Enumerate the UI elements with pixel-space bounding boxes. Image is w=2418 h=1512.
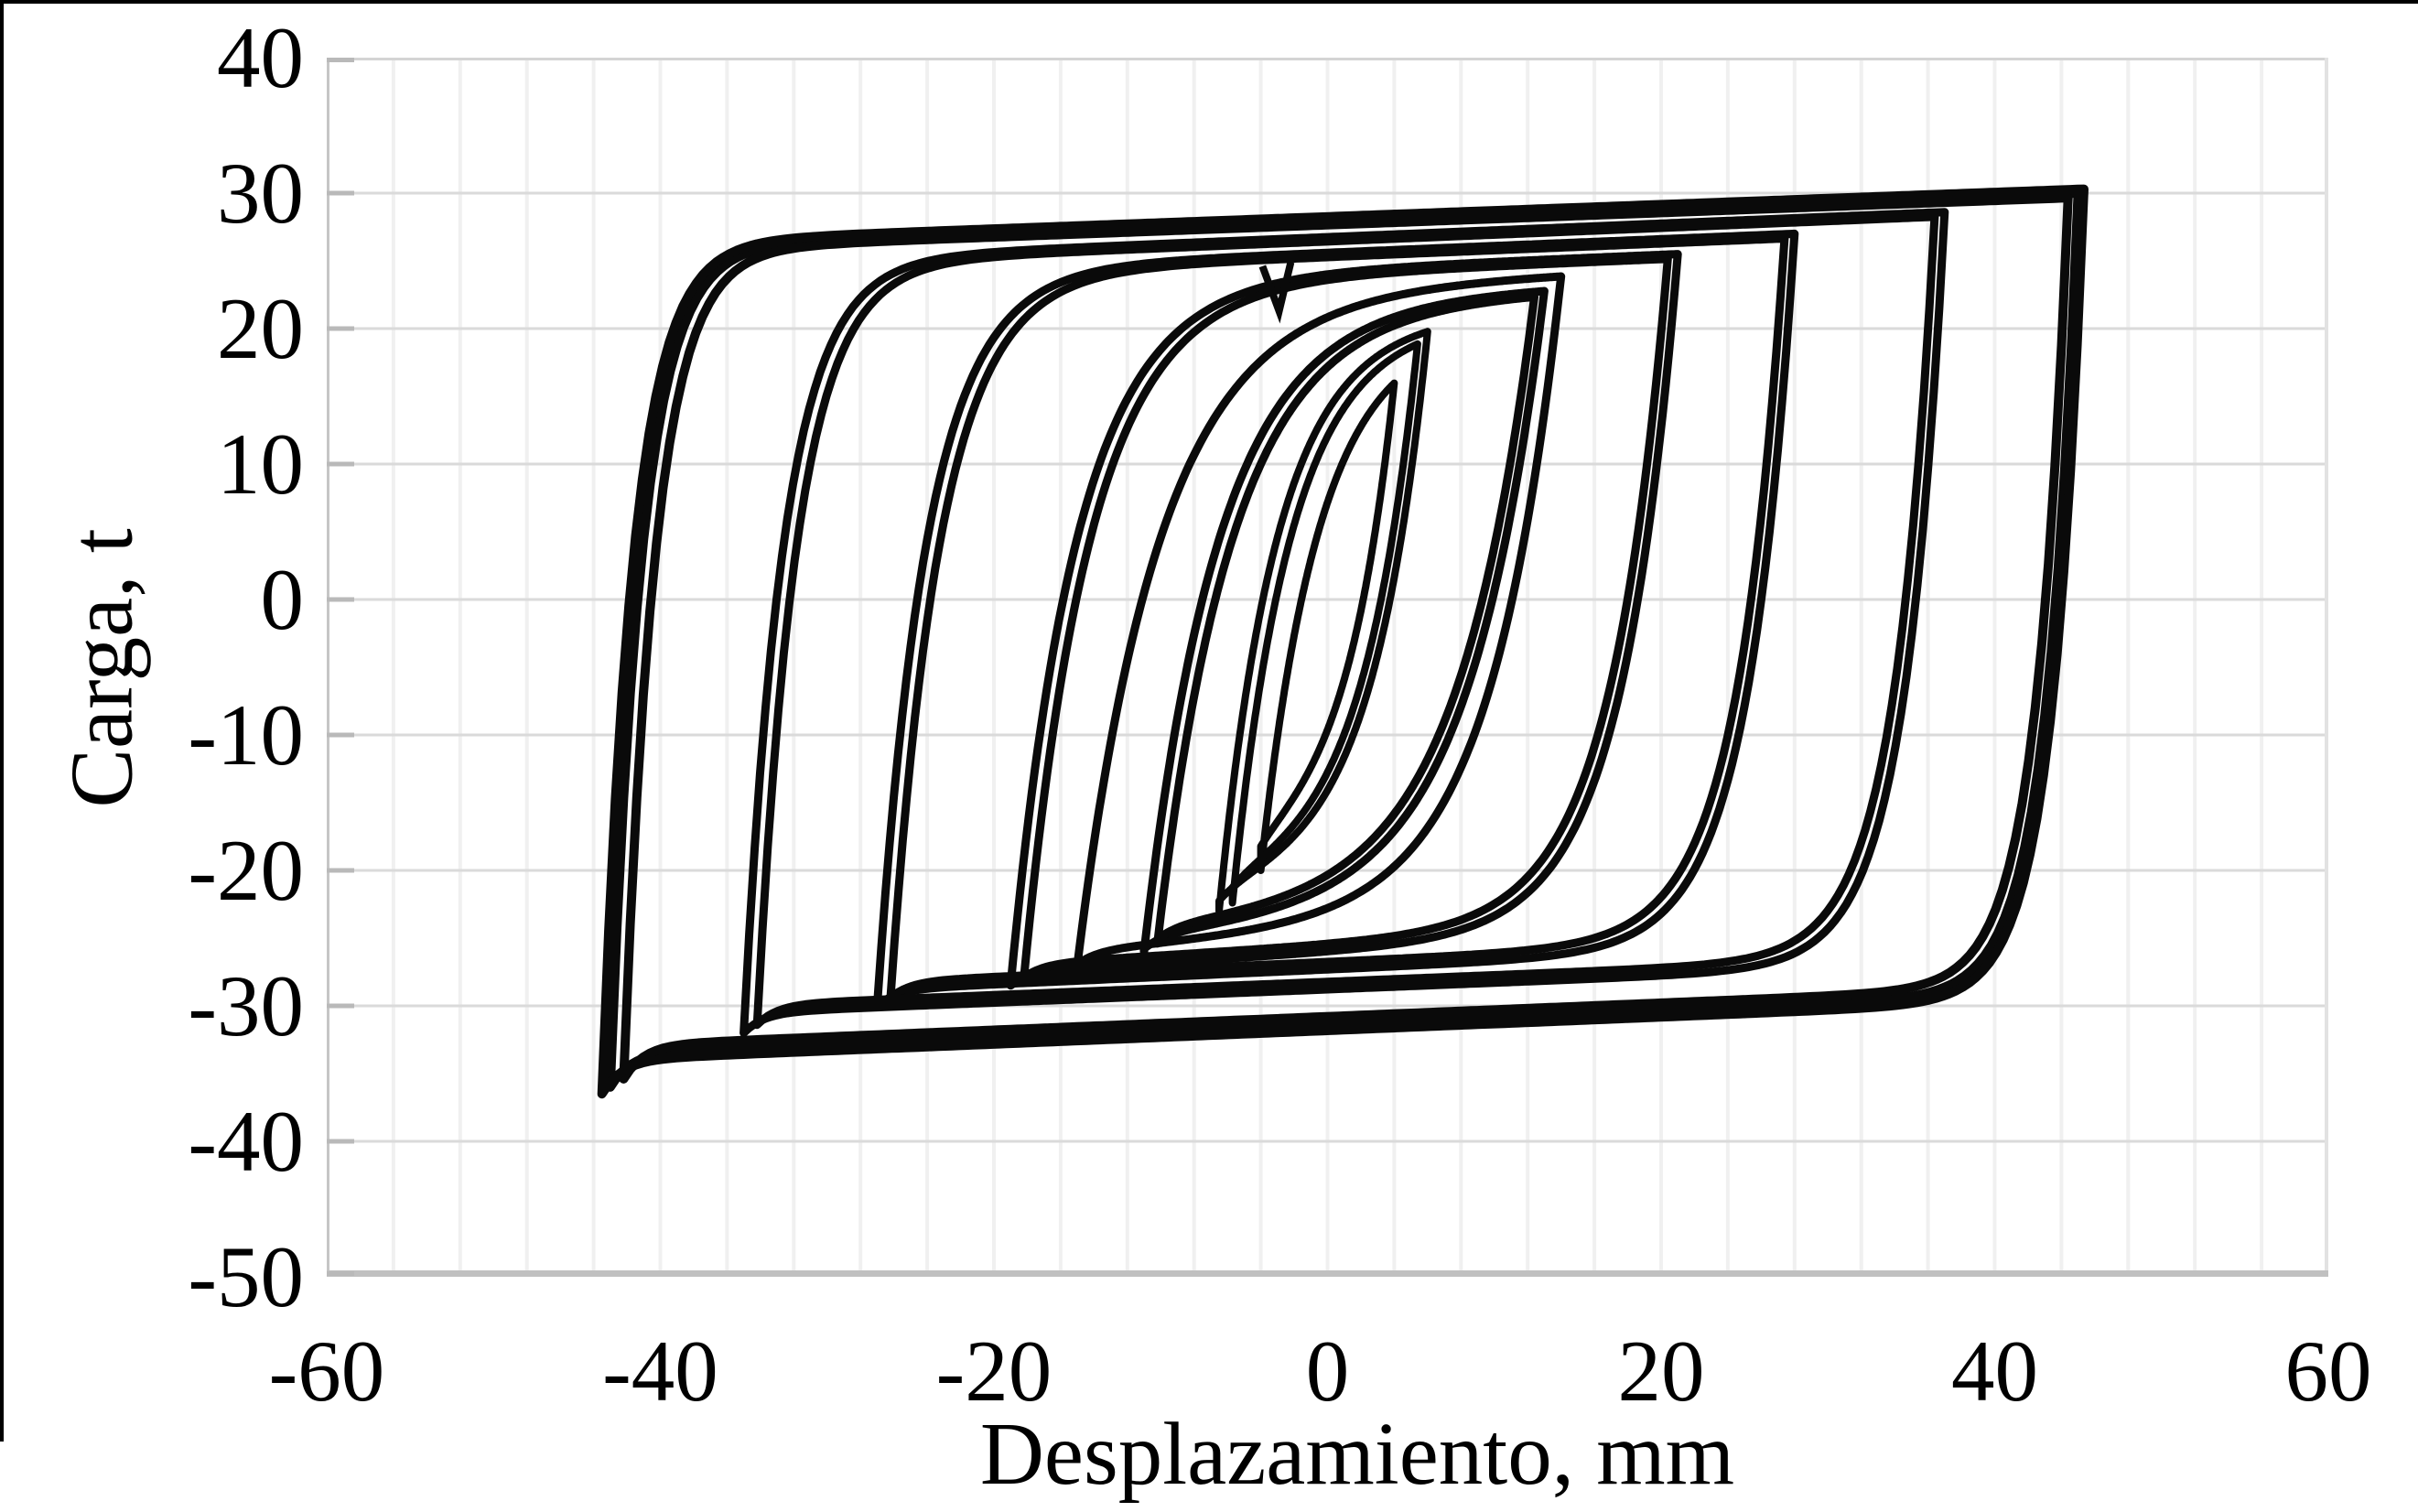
x-axis-tick-label: 20 (1617, 1323, 1705, 1420)
x-axis-tick-label: -60 (268, 1323, 385, 1420)
hysteresis-loop (1006, 250, 1682, 990)
y-axis-title: Carga, t (52, 528, 151, 808)
hysteresis-loop (1257, 379, 1398, 874)
plateau-notch-line (1258, 261, 1295, 324)
hysteresis-loop (1228, 340, 1421, 907)
x-axis-tick-label: 40 (1951, 1323, 2038, 1420)
hysteresis-loop (886, 234, 1789, 1002)
hysteresis-loop (752, 212, 1939, 1030)
hysteresis-chart-canvas (327, 58, 2328, 1277)
y-axis-tick-label: -50 (188, 1228, 304, 1325)
y-axis-tick-label: -20 (188, 822, 304, 919)
plot-area (327, 58, 2328, 1277)
y-axis-tick-label: 10 (217, 416, 304, 513)
x-axis-tick-label: -20 (935, 1323, 1052, 1420)
hysteresis-loop (1139, 286, 1549, 956)
y-axis-tick-label: -10 (188, 686, 304, 783)
x-axis-title: Desplazamiento, mm (979, 1405, 1735, 1503)
x-axis-tick-label: 60 (2284, 1323, 2372, 1420)
hysteresis-loop (619, 193, 2073, 1084)
x-axis-tick-label: 0 (1305, 1323, 1350, 1420)
y-axis-tick-label: -40 (188, 1093, 304, 1190)
hysteresis-loop (739, 208, 1949, 1038)
y-axis-tick-label: -30 (188, 957, 304, 1054)
x-axis-tick-label: -40 (602, 1323, 718, 1420)
hysteresis-loop (872, 229, 1799, 1010)
y-axis-tick-label: 0 (260, 551, 305, 648)
y-axis-tick-label: 40 (217, 9, 304, 106)
y-axis-tick-label: 20 (217, 280, 304, 377)
y-axis-tick-label: 30 (217, 145, 304, 242)
figure-frame-top-edge (0, 0, 2418, 4)
hysteresis-loop (1153, 292, 1538, 948)
hysteresis-loop (1073, 272, 1566, 970)
hysteresis-loop (597, 184, 2089, 1099)
hysteresis-loop (1020, 254, 1672, 982)
hysteresis-loop (1215, 328, 1431, 915)
figure-frame-left-edge (0, 0, 4, 1442)
